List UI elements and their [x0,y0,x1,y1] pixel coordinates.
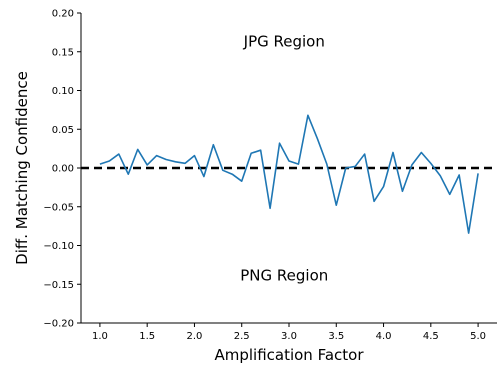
y-ticks-layer: 0.20 0.15 0.10 0.05 0.00 −0.05 −0.10 −0.15 −0.20 [43,9,81,330]
x-ticks-layer: 1.0 1.5 2.0 2.5 3.0 3.5 4.0 4.5 5.0 [92,323,486,342]
x-tick-label: 1.5 [139,331,155,342]
annotation-layer: JPG Region PNG Region [240,32,328,284]
y-axis-title: Diff. Matching Confidence [13,71,31,265]
x-tick-label: 3.5 [328,331,344,342]
x-tick-label: 5.0 [470,331,486,342]
x-tick-label: 4.5 [423,331,439,342]
x-tick-label: 3.0 [281,331,297,342]
y-tick-label: −0.15 [43,280,74,291]
y-tick-label: 0.05 [52,125,74,136]
x-tick-label: 2.0 [187,331,203,342]
y-tick-label: −0.05 [43,202,74,213]
y-tick-label: 0.15 [52,47,74,58]
y-tick-label: −0.20 [43,319,74,330]
x-axis-title: Amplification Factor [214,346,364,364]
y-tick-label: 0.10 [52,86,74,97]
x-tick-label: 1.0 [92,331,108,342]
jpg-region-label: JPG Region [243,32,325,50]
y-tick-label: 0.00 [52,164,74,175]
y-tick-label: 0.20 [52,9,74,20]
png-region-label: PNG Region [240,266,328,284]
series-layer [99,114,479,234]
x-tick-label: 4.0 [376,331,392,342]
x-tick-label: 2.5 [234,331,250,342]
y-tick-label: −0.10 [43,241,74,252]
